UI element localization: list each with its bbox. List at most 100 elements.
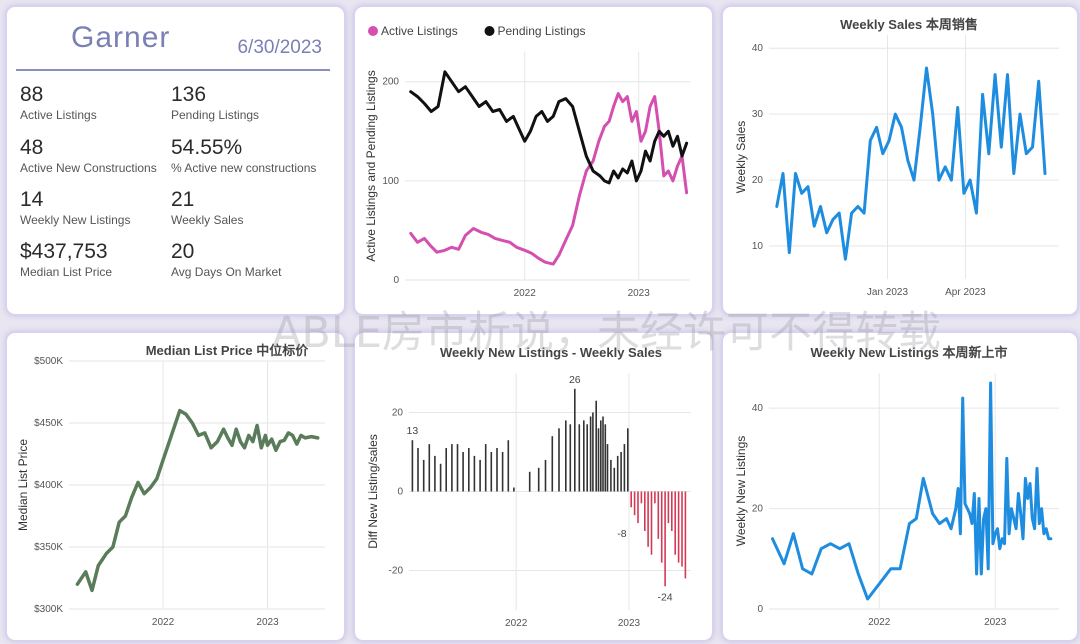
data-label: -8 bbox=[617, 528, 626, 540]
kpi-city-title: Garner bbox=[71, 21, 171, 54]
bar bbox=[657, 491, 660, 539]
y-tick-label: 10 bbox=[752, 241, 764, 252]
series-line bbox=[409, 92, 689, 266]
series-line bbox=[771, 381, 1053, 601]
bar bbox=[667, 491, 670, 524]
y-tick-label: $300K bbox=[34, 604, 63, 615]
bar bbox=[602, 416, 604, 492]
active-pending-chart-panel: 0 100 200 2022 2023 Active Listings and Pendi… bbox=[353, 5, 714, 316]
bar bbox=[640, 491, 643, 504]
median-price-chart: $300K $350K $400K $450K $500K 2022 2023 Median … bbox=[16, 343, 325, 628]
kpi-value: 20 bbox=[171, 240, 195, 263]
y-tick-label: 40 bbox=[752, 43, 764, 54]
bar bbox=[411, 440, 414, 492]
bar bbox=[479, 459, 481, 492]
kpi-label: Active New Constructions bbox=[20, 161, 157, 175]
bar bbox=[551, 436, 554, 492]
legend-marker bbox=[368, 26, 378, 36]
bar bbox=[445, 448, 447, 492]
bar bbox=[565, 420, 567, 492]
x-tick-label: Apr 2023 bbox=[945, 287, 986, 298]
weekly-sales-chart-panel: 10 20 30 40 Jan 2023 Apr 2023 Weekly Sales Week… bbox=[721, 5, 1079, 316]
bar bbox=[620, 452, 622, 492]
bar bbox=[595, 400, 597, 492]
kpi-card: 14 Weekly New Listings bbox=[20, 188, 170, 228]
bar bbox=[606, 444, 609, 492]
series-line bbox=[775, 66, 1047, 261]
kpi-label: Median List Price bbox=[20, 265, 113, 279]
bar bbox=[462, 452, 464, 492]
bar bbox=[574, 388, 576, 492]
x-tick-label: 2022 bbox=[152, 617, 175, 628]
kpi-date: 6/30/2023 bbox=[237, 37, 322, 58]
chart-title: Median List Price 中位标价 bbox=[146, 343, 310, 358]
bar bbox=[592, 412, 594, 492]
bar bbox=[610, 459, 612, 492]
bar bbox=[501, 452, 504, 492]
bar bbox=[633, 491, 636, 516]
bar bbox=[428, 444, 431, 492]
y-tick-label: $400K bbox=[34, 480, 63, 491]
bar bbox=[484, 444, 487, 492]
y-tick-label: 30 bbox=[752, 109, 764, 120]
y-axis-title: Weekly Sales bbox=[734, 121, 748, 193]
bar bbox=[537, 467, 540, 492]
bar bbox=[623, 444, 626, 492]
kpi-value: 136 bbox=[171, 83, 207, 106]
bar bbox=[490, 452, 493, 492]
kpi-card: $437,753 Median List Price bbox=[20, 240, 170, 280]
y-tick-label: $450K bbox=[34, 418, 63, 429]
bar bbox=[637, 491, 639, 524]
kpi-label: Active Listings bbox=[20, 108, 97, 122]
bar bbox=[613, 467, 616, 492]
bar bbox=[616, 455, 619, 492]
x-tick-label: 2022 bbox=[514, 288, 537, 299]
bar bbox=[578, 424, 581, 492]
x-tick-label: 2023 bbox=[628, 288, 651, 299]
bar bbox=[456, 444, 459, 492]
bar bbox=[647, 491, 649, 547]
legend-label: Active Listings bbox=[381, 24, 458, 38]
y-tick-label: 20 bbox=[392, 408, 404, 419]
x-tick-label: 2023 bbox=[984, 617, 1007, 628]
kpi-value: 54.55% bbox=[171, 136, 243, 159]
kpi-label: Weekly Sales bbox=[171, 213, 244, 227]
y-tick-label: $350K bbox=[34, 542, 63, 553]
data-label: -24 bbox=[657, 591, 672, 603]
data-label: 13 bbox=[407, 425, 419, 437]
chart-title: Weekly New Listings - Weekly Sales bbox=[440, 345, 662, 360]
y-tick-label: 0 bbox=[393, 275, 399, 286]
y-tick-label: 40 bbox=[752, 403, 764, 414]
bar bbox=[417, 448, 419, 492]
y-tick-label: 0 bbox=[757, 604, 763, 615]
bar bbox=[660, 491, 663, 563]
kpi-card: 20 Avg Days On Market bbox=[171, 240, 321, 280]
kpi-card: 48 Active New Constructions bbox=[20, 136, 157, 176]
y-axis-title: Median List Price bbox=[16, 439, 30, 531]
median-price-chart-panel: $300K $350K $400K $450K $500K 2022 2023 Median … bbox=[5, 331, 346, 642]
kpi-panel: Garner 6/30/2023 88 Active Listings 136 … bbox=[5, 5, 346, 316]
kpi-card: 54.55% % Active new constructions bbox=[171, 136, 336, 176]
kpi-value: 21 bbox=[171, 188, 195, 211]
bar bbox=[677, 491, 680, 563]
bar bbox=[439, 463, 442, 492]
legend-marker bbox=[484, 26, 495, 36]
bar bbox=[569, 424, 572, 492]
diff-listings-sales-chart-panel: -20 0 20 2022 2023 Diff New Listing/sales Week… bbox=[353, 331, 714, 642]
kpi-label: Pending Listings bbox=[171, 108, 260, 122]
kpi-label: Avg Days On Market bbox=[171, 265, 282, 279]
bar bbox=[654, 491, 656, 504]
bar bbox=[671, 491, 673, 531]
kpi-value: 48 bbox=[20, 136, 44, 159]
x-tick-label: Jan 2023 bbox=[867, 287, 909, 298]
y-axis-title: Active Listings and Pending Listings bbox=[364, 70, 378, 261]
data-label: 26 bbox=[569, 374, 581, 386]
bar bbox=[507, 440, 510, 492]
y-tick-label: 100 bbox=[382, 176, 399, 187]
bar bbox=[630, 491, 632, 508]
weekly-sales-chart: 10 20 30 40 Jan 2023 Apr 2023 Weekly Sales Week… bbox=[734, 17, 1059, 298]
kpi-card: 88 Active Listings bbox=[20, 83, 170, 123]
y-tick-label: 20 bbox=[752, 175, 764, 186]
bar bbox=[681, 491, 683, 567]
weekly-new-listings-chart-panel: 0 20 40 2022 2023 Weekly New Listings Weekly N… bbox=[721, 331, 1079, 642]
